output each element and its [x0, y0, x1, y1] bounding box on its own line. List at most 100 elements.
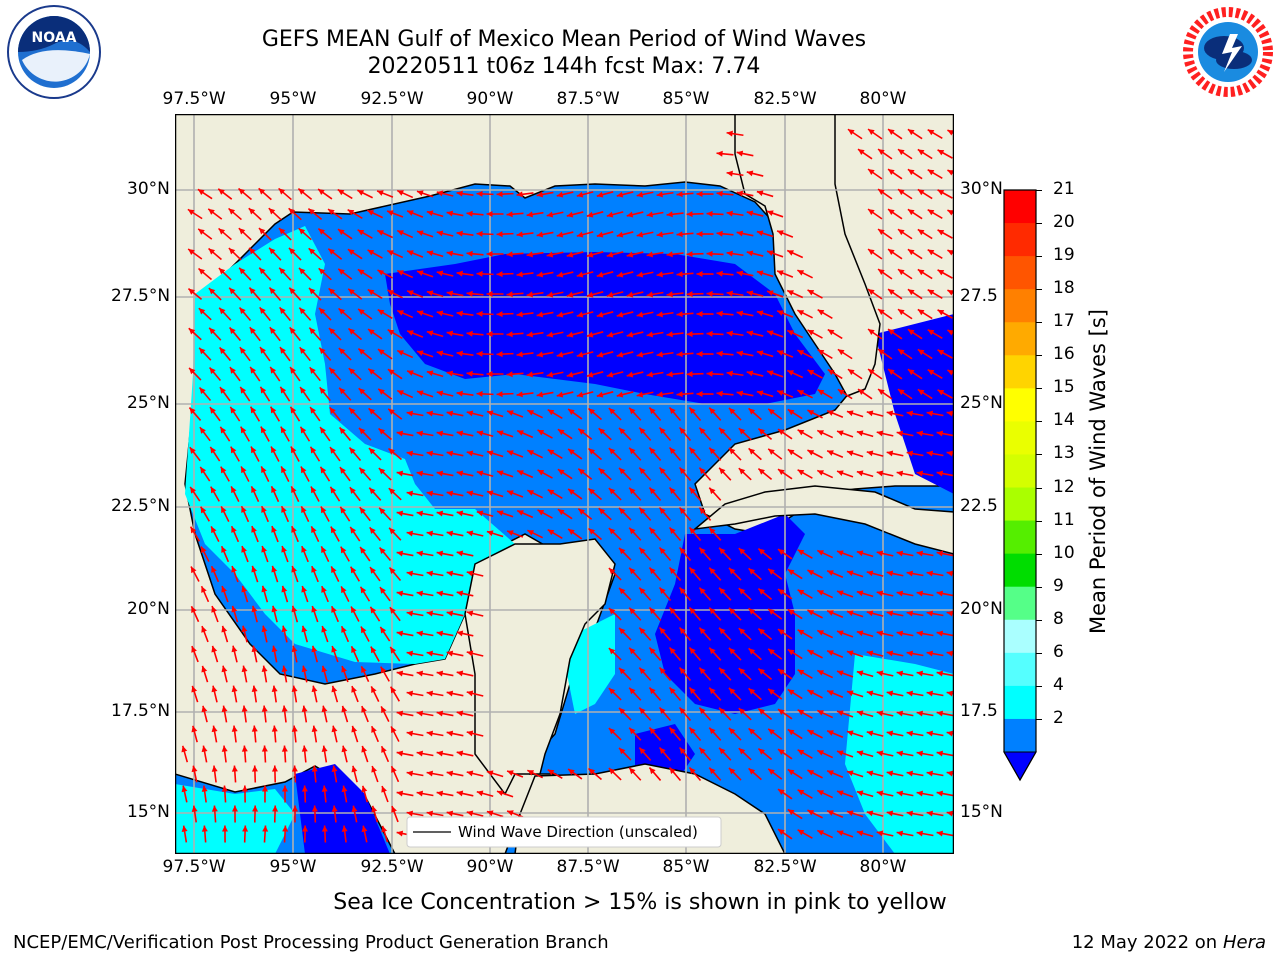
lon-tick-top: 95°W	[269, 89, 317, 109]
wind-arrow	[486, 770, 504, 778]
wind-arrow	[678, 586, 692, 602]
wind-arrow	[596, 271, 614, 278]
wind-arrow	[376, 229, 394, 239]
wind-arrow	[678, 666, 692, 682]
wind-arrow	[228, 247, 242, 261]
wind-arrow	[867, 248, 883, 260]
wind-arrow	[816, 629, 834, 639]
wind-arrow	[766, 250, 784, 258]
wind-arrow	[708, 487, 722, 501]
wind-arrow	[916, 630, 934, 637]
wind-arrow	[926, 570, 944, 577]
wind-arrow	[668, 566, 682, 582]
wind-arrow	[359, 506, 371, 522]
wind-arrow	[320, 506, 330, 522]
wind-arrow	[628, 527, 642, 541]
wind-arrow	[608, 687, 622, 701]
wind-arrow	[396, 269, 414, 279]
wind-arrow	[340, 546, 350, 562]
wind-arrow	[370, 646, 380, 662]
colorbar-segment	[1004, 388, 1036, 422]
wind-arrow	[638, 627, 652, 641]
wind-arrow	[726, 130, 744, 137]
wind-arrow	[807, 609, 823, 619]
wind-arrow	[357, 348, 373, 360]
wind-arrow	[280, 426, 290, 442]
wind-arrow	[698, 667, 712, 681]
wind-arrow	[268, 247, 282, 261]
wind-arrow	[718, 547, 732, 561]
wind-arrow	[282, 825, 289, 843]
wind-arrow	[927, 208, 943, 220]
wind-arrow	[378, 467, 392, 481]
wind-arrow	[587, 447, 603, 461]
wind-arrow	[726, 210, 744, 217]
wind-arrow	[486, 490, 504, 498]
wind-arrow	[896, 590, 914, 597]
wind-arrow	[347, 248, 363, 260]
lon-tick-top: 87.5°W	[556, 89, 620, 109]
wind-arrow	[797, 309, 813, 319]
wind-arrow	[618, 747, 632, 761]
wind-arrow	[728, 607, 742, 621]
wind-arrow	[258, 267, 272, 281]
wind-arrow	[230, 486, 240, 502]
wind-arrow	[456, 390, 474, 397]
wind-arrow	[211, 765, 218, 783]
wind-arrow	[289, 326, 301, 342]
wind-arrow	[777, 668, 793, 680]
wind-arrow	[379, 586, 391, 602]
wind-arrow	[887, 128, 903, 140]
wind-arrow	[797, 749, 813, 759]
wind-arrow	[738, 627, 752, 641]
wind-arrow	[716, 350, 734, 357]
wind-arrow	[678, 506, 692, 522]
wind-arrow	[308, 327, 322, 341]
wind-arrow	[239, 386, 251, 402]
wind-arrow	[300, 466, 310, 482]
wind-arrow	[291, 645, 298, 663]
wind-arrow	[339, 466, 351, 482]
wind-arrow	[876, 630, 894, 637]
wind-arrow	[319, 466, 331, 482]
wind-arrow	[866, 610, 884, 617]
wind-arrow	[676, 231, 694, 238]
wind-arrow	[628, 687, 642, 701]
wind-arrow	[367, 368, 383, 380]
wind-arrow	[251, 605, 258, 623]
chart-subtitle: 20220511 t06z 144h fcst Max: 7.74	[367, 54, 761, 79]
wind-arrow	[608, 447, 622, 461]
wind-arrow	[188, 327, 202, 341]
wind-arrow	[606, 291, 624, 298]
wind-arrow	[416, 630, 434, 637]
wind-arrow	[766, 210, 784, 218]
wind-arrow	[466, 370, 484, 377]
wind-arrow	[506, 810, 524, 818]
wind-arrow	[260, 466, 270, 482]
wind-arrow	[396, 710, 414, 717]
wind-arrow	[807, 569, 823, 579]
wind-arrow	[426, 770, 444, 777]
wind-arrow	[946, 570, 954, 577]
wind-arrow	[856, 470, 874, 478]
wind-arrow	[608, 727, 622, 741]
wind-arrow	[358, 467, 372, 481]
wind-arrow	[506, 291, 524, 298]
wind-arrow	[288, 287, 302, 301]
wind-arrow	[776, 350, 794, 358]
wind-arrow	[668, 406, 682, 422]
wind-arrow	[446, 290, 464, 297]
wind-arrow	[516, 231, 534, 238]
wind-arrow	[381, 825, 389, 843]
lon-tick-bottom: 92.5°W	[360, 857, 424, 877]
wind-arrow	[426, 530, 444, 537]
wind-arrow	[678, 626, 692, 642]
wind-arrow	[668, 446, 682, 462]
wind-arrow	[887, 368, 903, 380]
wind-arrow	[816, 829, 834, 839]
wind-arrow	[618, 627, 632, 641]
wind-arrow	[698, 547, 712, 561]
wind-arrow	[351, 685, 359, 703]
wind-arrow	[696, 270, 714, 277]
wind-arrow	[887, 208, 903, 220]
